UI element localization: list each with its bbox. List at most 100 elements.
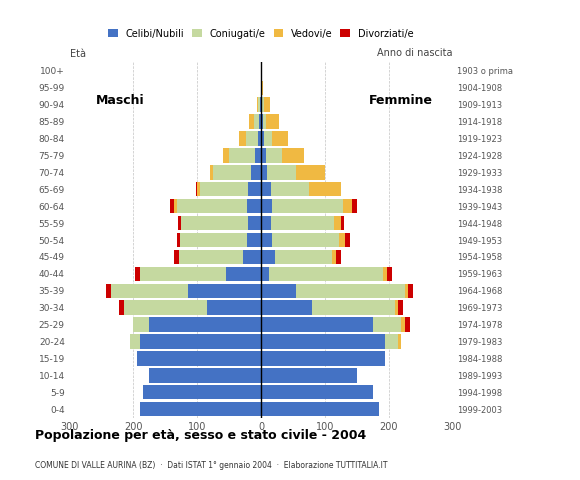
Bar xyxy=(296,284,405,298)
Bar xyxy=(261,317,373,332)
Bar xyxy=(261,165,267,180)
Bar xyxy=(261,97,262,112)
Bar xyxy=(264,132,272,146)
Bar xyxy=(243,250,261,264)
Bar xyxy=(173,199,177,213)
Bar xyxy=(258,97,260,112)
Bar xyxy=(106,284,111,298)
Text: Anno di nascita: Anno di nascita xyxy=(377,48,452,58)
Bar xyxy=(261,233,273,247)
Bar xyxy=(178,216,181,230)
Bar xyxy=(149,368,261,383)
Bar xyxy=(296,165,325,180)
Bar xyxy=(275,250,332,264)
Bar xyxy=(334,216,341,230)
Text: Età: Età xyxy=(70,49,86,59)
Bar xyxy=(267,165,296,180)
Bar xyxy=(405,284,408,298)
Bar xyxy=(261,250,275,264)
Bar xyxy=(266,148,282,163)
Bar xyxy=(111,284,188,298)
Bar xyxy=(261,182,270,196)
Bar xyxy=(262,97,263,112)
Bar xyxy=(266,114,279,129)
Bar xyxy=(124,300,206,315)
Bar xyxy=(247,233,261,247)
Bar xyxy=(248,182,261,196)
Bar xyxy=(269,267,383,281)
Bar xyxy=(398,334,401,348)
Bar xyxy=(261,284,296,298)
Bar xyxy=(223,148,229,163)
Bar xyxy=(401,317,405,332)
Bar xyxy=(259,114,261,129)
Bar xyxy=(239,132,246,146)
Bar xyxy=(273,199,343,213)
Bar xyxy=(385,334,398,348)
Bar xyxy=(140,334,261,348)
Bar xyxy=(341,216,344,230)
Text: Popolazione per età, sesso e stato civile - 2004: Popolazione per età, sesso e stato civil… xyxy=(35,429,366,442)
Bar xyxy=(136,351,261,366)
Bar xyxy=(339,233,345,247)
Bar xyxy=(248,216,261,230)
Bar xyxy=(247,199,261,213)
Bar xyxy=(273,233,339,247)
Bar xyxy=(312,300,395,315)
Legend: Celibi/Nubili, Coniugati/e, Vedovi/e, Divorziati/e: Celibi/Nubili, Coniugati/e, Vedovi/e, Di… xyxy=(104,24,418,42)
Bar xyxy=(210,165,213,180)
Bar xyxy=(261,334,385,348)
Bar xyxy=(249,114,254,129)
Bar xyxy=(171,199,173,213)
Bar xyxy=(263,114,266,129)
Bar xyxy=(180,233,247,247)
Bar xyxy=(309,182,341,196)
Bar xyxy=(352,199,357,213)
Bar xyxy=(206,300,261,315)
Bar xyxy=(282,148,304,163)
Bar xyxy=(188,284,261,298)
Text: Maschi: Maschi xyxy=(96,94,145,107)
Bar xyxy=(119,300,124,315)
Bar xyxy=(140,402,261,416)
Bar xyxy=(149,317,261,332)
Text: COMUNE DI VALLE AURINA (BZ)  ·  Dati ISTAT 1° gennaio 2004  ·  Elaborazione TUTT: COMUNE DI VALLE AURINA (BZ) · Dati ISTAT… xyxy=(35,461,387,470)
Bar xyxy=(254,114,259,129)
Bar xyxy=(263,97,270,112)
Bar xyxy=(261,148,266,163)
Bar xyxy=(197,182,201,196)
Bar xyxy=(135,267,140,281)
Bar xyxy=(143,385,261,399)
Bar xyxy=(261,199,273,213)
Bar xyxy=(405,317,409,332)
Bar xyxy=(181,216,248,230)
Bar xyxy=(383,267,387,281)
Bar xyxy=(270,216,334,230)
Bar xyxy=(387,267,392,281)
Bar xyxy=(140,267,226,281)
Bar xyxy=(261,267,269,281)
Bar xyxy=(261,114,263,129)
Bar xyxy=(255,148,261,163)
Bar xyxy=(177,199,247,213)
Bar xyxy=(261,368,357,383)
Bar xyxy=(201,182,248,196)
Bar xyxy=(196,182,197,196)
Bar xyxy=(336,250,341,264)
Bar xyxy=(272,132,288,146)
Text: Femmine: Femmine xyxy=(369,94,433,107)
Bar xyxy=(261,351,385,366)
Bar xyxy=(260,97,261,112)
Bar xyxy=(408,284,413,298)
Bar xyxy=(261,385,373,399)
Bar xyxy=(174,250,179,264)
Bar xyxy=(395,300,398,315)
Bar xyxy=(261,132,264,146)
Bar xyxy=(332,250,336,264)
Bar xyxy=(256,97,258,112)
Bar xyxy=(345,233,350,247)
Bar xyxy=(133,317,149,332)
Bar xyxy=(252,165,261,180)
Bar xyxy=(130,334,140,348)
Bar xyxy=(177,233,180,247)
